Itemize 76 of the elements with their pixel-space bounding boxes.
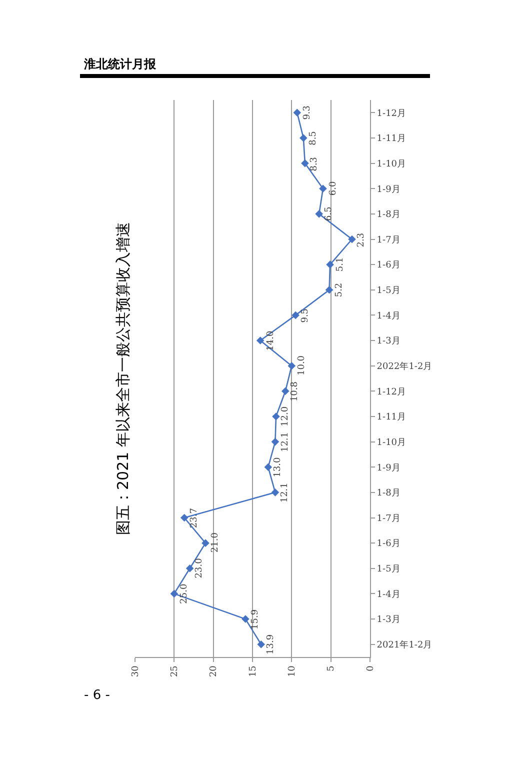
data-label: 2.3 bbox=[356, 232, 367, 248]
data-label: 9.5 bbox=[300, 308, 310, 323]
y-tick-label: 1-8月 bbox=[376, 488, 400, 499]
y-tick-label: 1-6月 bbox=[376, 539, 400, 550]
point bbox=[170, 590, 178, 598]
y-tick-label: 1-4月 bbox=[376, 311, 400, 322]
data-label: 8.3 bbox=[310, 156, 320, 172]
point bbox=[202, 539, 210, 547]
point bbox=[288, 362, 296, 370]
point bbox=[180, 514, 188, 522]
y-tick-label: 1-4月 bbox=[376, 590, 400, 600]
data-label: 15.9 bbox=[250, 609, 260, 630]
point bbox=[348, 235, 356, 244]
y-tick-label: 2022年1-2月 bbox=[376, 360, 432, 372]
y-tick-label: 1-3月 bbox=[376, 336, 400, 347]
data-label: 13.9 bbox=[266, 634, 276, 654]
data-label: 23.0 bbox=[194, 558, 204, 578]
y-tick-label: 1-5月 bbox=[376, 564, 400, 575]
y-tick-label: 1-11月 bbox=[376, 412, 406, 423]
point bbox=[301, 159, 309, 168]
x-tick-label: 0 bbox=[366, 665, 376, 672]
data-label: 8.5 bbox=[308, 130, 318, 146]
point bbox=[319, 184, 327, 193]
data-label: 5.1 bbox=[335, 257, 346, 272]
y-tick-label: 1-3月 bbox=[376, 615, 400, 626]
point bbox=[256, 336, 264, 344]
y-tick-label: 1-10月 bbox=[376, 438, 406, 448]
x-tick-label: 20 bbox=[209, 665, 220, 678]
y-tick-label: 1-7月 bbox=[376, 514, 400, 524]
point bbox=[272, 412, 280, 420]
point bbox=[257, 640, 266, 648]
point bbox=[300, 134, 308, 142]
data-label: 13.0 bbox=[273, 456, 284, 478]
y-tick-label: 1-9月 bbox=[376, 463, 400, 474]
point bbox=[315, 210, 323, 218]
y-tick-label: 1-8月 bbox=[376, 210, 400, 220]
text: 图五：2021 年以来全市一般公共预算收入增速 bbox=[114, 222, 132, 535]
y-tick-label: 2021年1-2月 bbox=[376, 639, 432, 650]
data-label: 21.0 bbox=[210, 532, 220, 553]
data-label: 14.0 bbox=[266, 330, 276, 351]
data-label: 23.7 bbox=[190, 508, 200, 528]
x-tick-label: 10 bbox=[288, 665, 298, 678]
data-label: 6.5 bbox=[324, 206, 334, 222]
y-tick-label: 1-12月 bbox=[376, 108, 406, 119]
data-label: 6.0 bbox=[328, 181, 338, 196]
text: - 6 - bbox=[84, 688, 110, 703]
y-tick-label: 1-7月 bbox=[376, 235, 400, 246]
data-label: 10.0 bbox=[296, 355, 307, 376]
y-tick-label: 1-10月 bbox=[376, 159, 406, 170]
data-label: 12.1 bbox=[280, 482, 290, 503]
data-label: 5.2 bbox=[334, 282, 344, 298]
data-label: 25.0 bbox=[179, 584, 190, 604]
text: 淮北统计月报 bbox=[84, 56, 156, 73]
y-tick-label: 1-12月 bbox=[376, 387, 406, 398]
point bbox=[292, 311, 300, 320]
point bbox=[186, 564, 194, 572]
point bbox=[271, 488, 280, 496]
y-tick-label: 1-11月 bbox=[376, 134, 406, 144]
data-label: 10.8 bbox=[290, 381, 300, 402]
y-tick-label: 1-6月 bbox=[376, 260, 400, 271]
point bbox=[293, 108, 302, 117]
y-tick-label: 1-9月 bbox=[376, 184, 400, 195]
x-tick-label: 5 bbox=[326, 665, 337, 672]
point bbox=[242, 615, 250, 623]
point bbox=[325, 286, 334, 294]
y-tick-label: 1-5月 bbox=[376, 286, 400, 296]
x-tick-label: 30 bbox=[130, 665, 141, 678]
data-label: 12.1 bbox=[280, 432, 290, 452]
point bbox=[326, 260, 334, 268]
point bbox=[282, 387, 290, 396]
x-tick-label: 15 bbox=[248, 665, 258, 678]
point bbox=[271, 438, 280, 446]
data-label: 9.3 bbox=[302, 105, 312, 120]
point bbox=[264, 463, 272, 472]
data-label: 12.0 bbox=[280, 406, 291, 426]
x-tick-label: 25 bbox=[170, 665, 180, 678]
